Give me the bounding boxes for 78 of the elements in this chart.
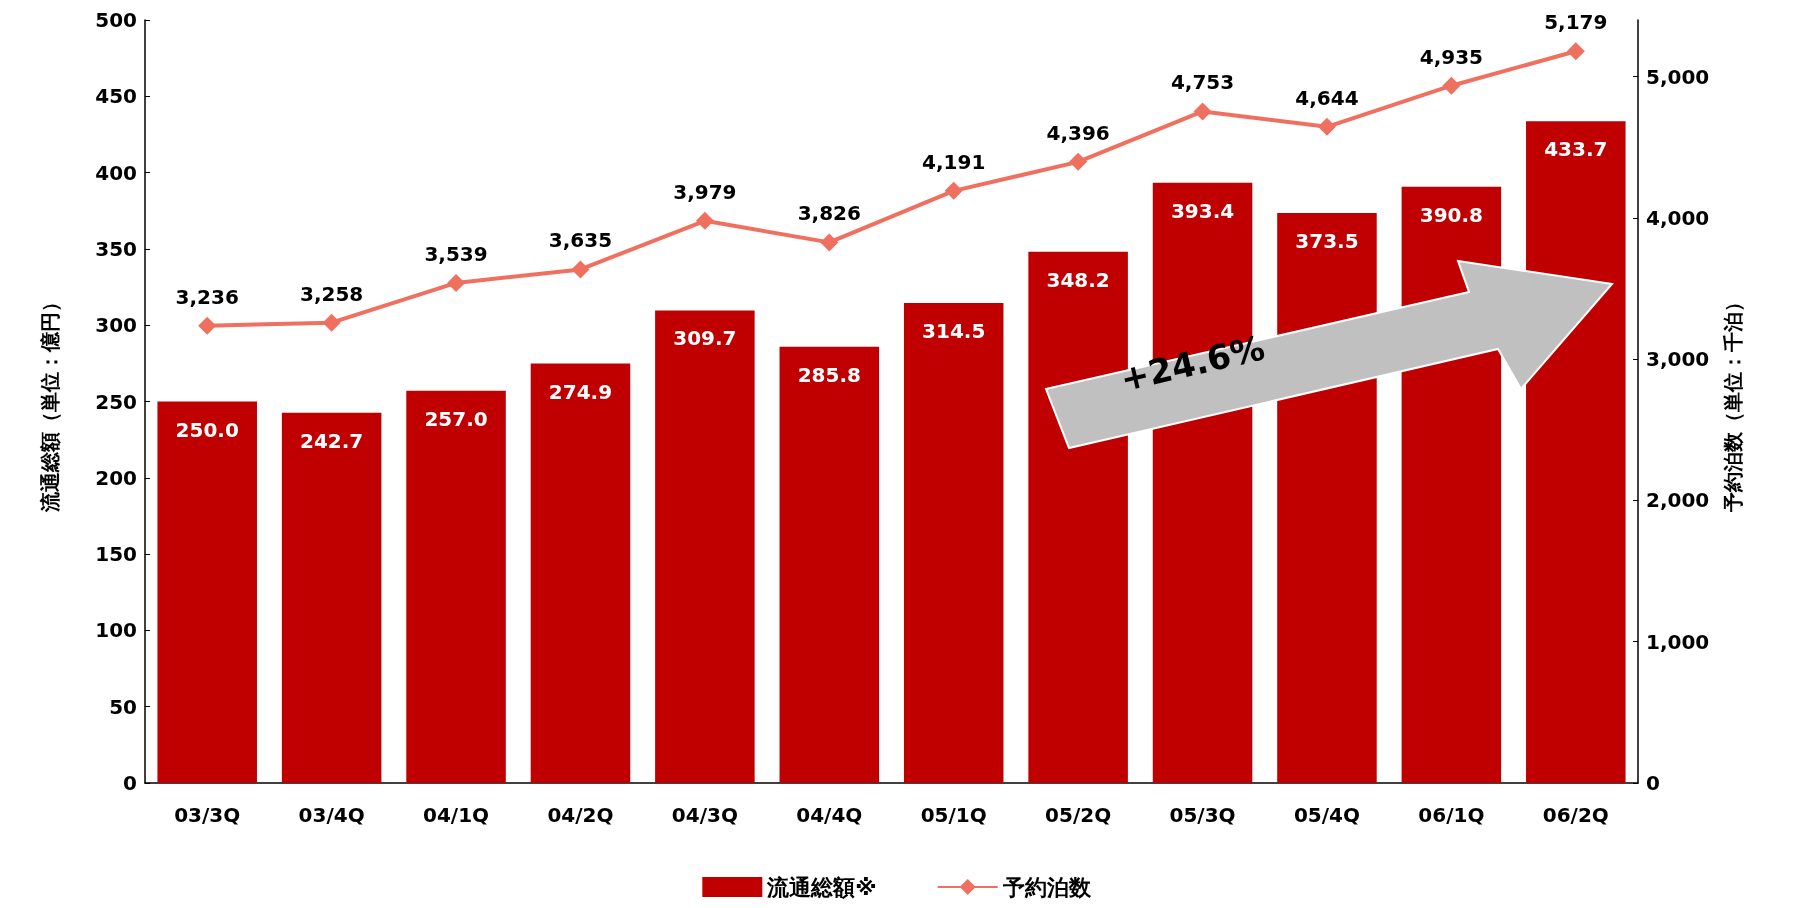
bar	[903, 303, 1004, 783]
data-label: 257.0	[424, 406, 488, 431]
y-tick-label: 100	[95, 618, 137, 643]
data-label: 314.5	[922, 319, 986, 344]
bar	[530, 363, 631, 783]
legend-label: 予約泊数	[1001, 874, 1092, 900]
y2-tick-label: 4,000	[1646, 205, 1710, 230]
legend-label: 流通総額※	[766, 874, 877, 900]
data-label: 4,644	[1295, 85, 1359, 110]
y-tick-label: 50	[109, 694, 137, 719]
point	[1566, 42, 1585, 61]
point	[695, 211, 714, 230]
bar	[655, 310, 755, 783]
point	[1317, 117, 1336, 136]
data-label: 3,258	[299, 281, 364, 306]
data-label: 348.2	[1046, 267, 1110, 292]
point	[322, 313, 341, 332]
y2-tick-label: 1,000	[1646, 629, 1710, 654]
data-label: 4,753	[1170, 70, 1235, 95]
x-tick-label: 06/1Q	[1418, 803, 1485, 827]
x-tick-label: 05/1Q	[920, 803, 987, 827]
y-tick-label: 400	[95, 160, 137, 185]
point	[571, 260, 590, 279]
point	[447, 273, 466, 292]
x-tick-label: 05/4Q	[1293, 803, 1360, 827]
data-label: 309.7	[673, 326, 737, 351]
y-tick-label: 300	[95, 313, 137, 338]
data-label: 5,179	[1544, 10, 1608, 35]
bar	[1526, 121, 1626, 783]
data-label: 3,635	[548, 228, 613, 253]
annotation: +24.6%	[1116, 327, 1269, 400]
data-label: 3,236	[175, 284, 239, 309]
x-tick-label: 04/2Q	[547, 803, 614, 827]
y-axis-title: 流通総額（単位：億円）	[38, 291, 62, 513]
data-label: 4,935	[1419, 44, 1484, 69]
y-tick-label: 200	[95, 465, 137, 490]
y-tick-label: 350	[95, 236, 137, 261]
x-tick-label: 05/2Q	[1045, 803, 1112, 827]
x-tick-label: 06/2Q	[1542, 803, 1609, 827]
data-label: 3,979	[673, 179, 737, 204]
x-tick-label: 04/4Q	[796, 803, 863, 827]
y2-tick-label: 0	[1646, 771, 1660, 795]
y2-tick-label: 2,000	[1646, 488, 1710, 513]
point	[1193, 102, 1212, 121]
y2-axis-title: 予約泊数（単位：千泊）	[1721, 291, 1745, 513]
data-label: 250.0	[175, 417, 239, 442]
y-tick-label: 500	[95, 8, 137, 32]
point	[1069, 152, 1088, 171]
data-label: 373.5	[1295, 229, 1359, 254]
bar	[779, 346, 880, 783]
data-label: 3,539	[424, 241, 488, 266]
bar	[406, 390, 506, 783]
x-tick-label: 04/1Q	[423, 803, 490, 827]
y-tick-label: 0	[123, 771, 137, 795]
x-tick-label: 05/3Q	[1169, 803, 1236, 827]
data-label: 433.7	[1544, 137, 1608, 162]
point	[944, 181, 963, 200]
x-tick-label: 03/4Q	[298, 803, 365, 827]
data-label: 4,191	[922, 149, 986, 174]
y-tick-label: 250	[95, 389, 137, 414]
y2-tick-label: 5,000	[1646, 64, 1710, 89]
bar	[157, 401, 257, 783]
y-tick-label: 450	[95, 84, 137, 109]
data-label: 393.4	[1170, 198, 1235, 223]
x-tick-label: 03/3Q	[174, 803, 241, 827]
point	[820, 233, 839, 252]
data-label: 285.8	[797, 362, 861, 387]
y-tick-label: 150	[95, 542, 137, 567]
y2-tick-label: 3,000	[1646, 347, 1710, 372]
x-tick-label: 04/3Q	[671, 803, 738, 827]
data-label: 4,396	[1046, 120, 1110, 145]
point	[1442, 76, 1461, 95]
data-label: 3,826	[797, 201, 861, 226]
bar	[281, 412, 382, 783]
point	[198, 316, 217, 335]
data-label: 274.9	[548, 379, 613, 404]
data-label: 390.8	[1419, 202, 1484, 227]
data-label: 242.7	[299, 428, 364, 453]
